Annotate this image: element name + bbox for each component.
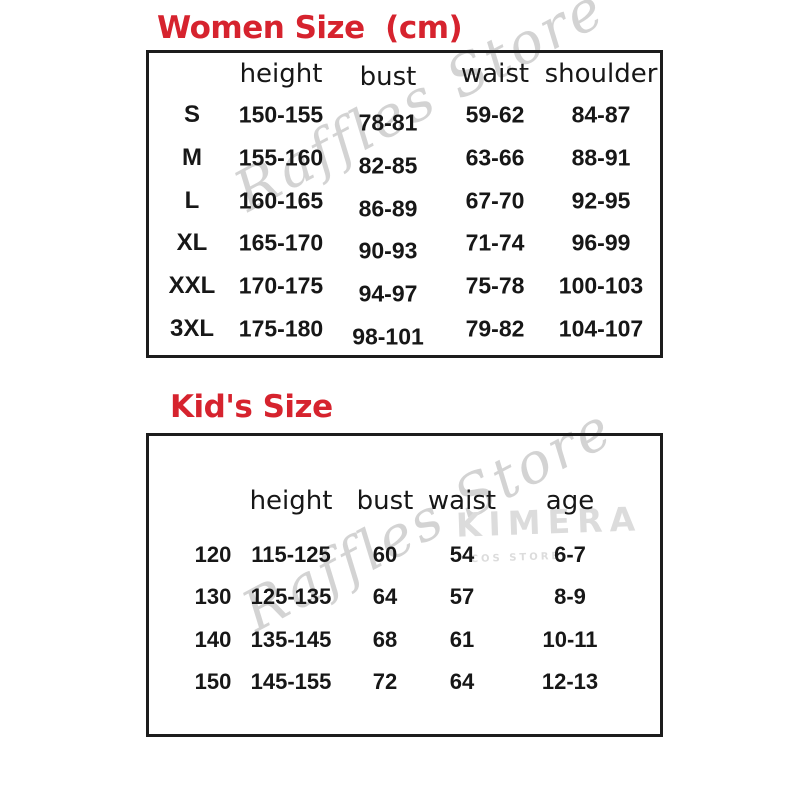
table-cell: 72	[372, 669, 398, 694]
size-label: 150	[194, 669, 232, 694]
table-cell: 84-87	[571, 101, 631, 128]
table-cell: 75-78	[465, 272, 525, 299]
table-cell: 8-9	[554, 584, 586, 609]
table-cell: 92-95	[571, 187, 631, 214]
table-cell: 94-97	[358, 280, 418, 307]
size-label: M	[182, 144, 202, 171]
size-label: 3XL	[169, 315, 215, 342]
table-cell: 79-82	[465, 315, 525, 342]
table-cell: 57	[449, 584, 475, 609]
table-cell: 59-62	[465, 101, 525, 128]
table-cell: 61	[449, 627, 475, 652]
table-cell: 64	[449, 669, 475, 694]
table-cell: 145-155	[250, 669, 332, 694]
column-header: bust	[359, 62, 417, 92]
table-cell: 104-107	[558, 315, 644, 342]
table-cell: 98-101	[352, 323, 424, 350]
table-cell: 68	[372, 627, 398, 652]
kids-size-title: Kid's Size	[170, 389, 333, 425]
column-header: height	[249, 486, 333, 516]
size-label: S	[183, 101, 201, 128]
table-cell: 170-175	[238, 272, 324, 299]
table-cell: 96-99	[571, 229, 631, 256]
table-cell: 100-103	[558, 272, 644, 299]
table-cell: 82-85	[358, 152, 418, 179]
women-size-title: Women Size (cm)	[157, 10, 463, 46]
size-label: 120	[194, 542, 232, 567]
table-cell: 88-91	[571, 144, 631, 171]
table-cell: 64	[372, 584, 398, 609]
table-cell: 155-160	[238, 144, 324, 171]
table-cell: 63-66	[465, 144, 525, 171]
table-cell: 115-125	[251, 542, 331, 567]
size-label: XXL	[168, 272, 216, 299]
column-header: shoulder	[544, 59, 658, 89]
size-label: XL	[176, 229, 208, 256]
column-header: waist	[460, 59, 530, 89]
table-cell: 10-11	[542, 627, 598, 652]
column-header: age	[545, 486, 595, 516]
table-cell: 12-13	[541, 669, 599, 694]
column-header: waist	[427, 486, 497, 516]
size-label: L	[184, 187, 200, 214]
women-size-table-border	[146, 50, 663, 358]
table-cell: 86-89	[358, 195, 418, 222]
table-cell: 71-74	[465, 229, 525, 256]
table-cell: 67-70	[465, 187, 525, 214]
table-cell: 6-7	[554, 542, 586, 567]
table-cell: 165-170	[238, 229, 324, 256]
column-header: height	[239, 59, 323, 89]
size-label: 130	[194, 584, 232, 609]
table-cell: 175-180	[238, 315, 324, 342]
table-cell: 150-155	[238, 101, 324, 128]
table-cell: 78-81	[358, 109, 418, 136]
table-cell: 60	[372, 542, 398, 567]
table-cell: 135-145	[250, 627, 332, 652]
table-cell: 54	[449, 542, 475, 567]
table-cell: 90-93	[358, 237, 418, 264]
size-label: 140	[194, 627, 232, 652]
kids-size-table-border	[146, 433, 663, 737]
table-cell: 125-135	[250, 584, 332, 609]
table-cell: 160-165	[238, 187, 324, 214]
column-header: bust	[356, 486, 414, 516]
